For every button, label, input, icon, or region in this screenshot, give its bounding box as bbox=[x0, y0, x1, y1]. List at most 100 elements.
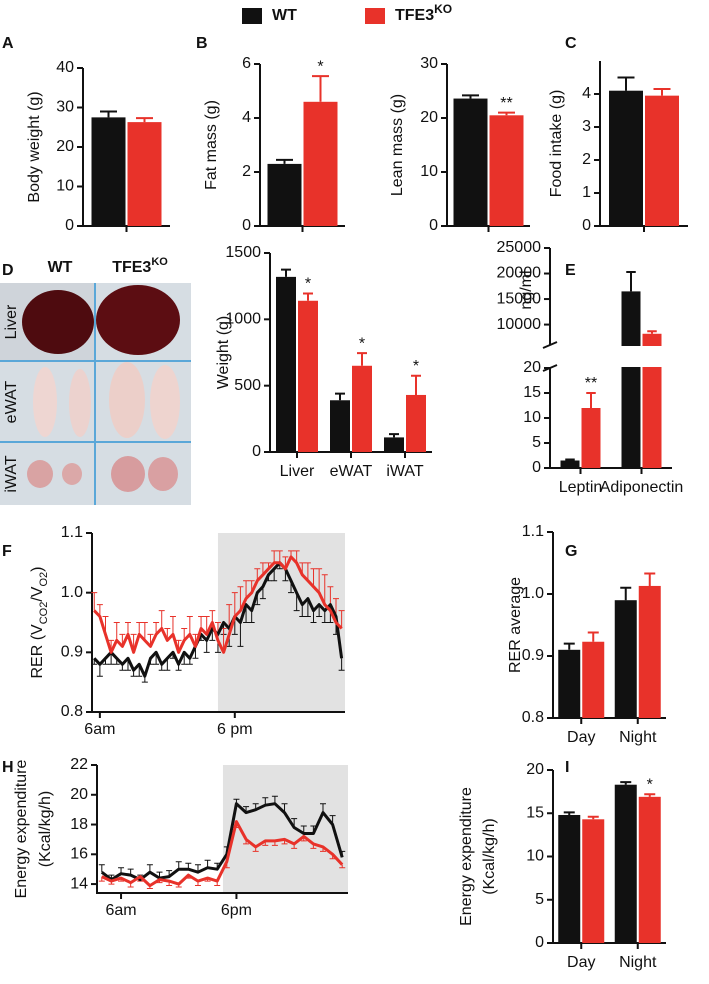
ewat-wt bbox=[33, 367, 57, 437]
error-bar bbox=[310, 610, 317, 623]
y-axis-label: Energy expenditure bbox=[13, 760, 30, 899]
error-bar bbox=[136, 117, 153, 123]
error-bar bbox=[271, 550, 278, 563]
y-tick-label: 0.8 bbox=[522, 709, 544, 726]
iwat-wt bbox=[27, 460, 53, 488]
y-tick-label: 0 bbox=[429, 217, 438, 234]
y-axis-label: Lean mass (g) bbox=[389, 94, 406, 196]
y-axis-label: Body weight (g) bbox=[26, 91, 43, 202]
legend-label: TFE3KO bbox=[395, 2, 452, 24]
y-tick-label: 1.0 bbox=[522, 585, 544, 602]
panel-letter: B bbox=[196, 35, 208, 52]
error-bar bbox=[586, 392, 596, 408]
y-tick-label: 15 bbox=[526, 804, 544, 821]
series-line bbox=[93, 555, 343, 654]
error-bar bbox=[620, 781, 632, 785]
significance-mark: * bbox=[647, 776, 653, 793]
ewat-ko bbox=[109, 362, 145, 438]
y-tick-label: 16 bbox=[70, 846, 88, 863]
error-bar bbox=[276, 158, 293, 164]
error-bar bbox=[248, 610, 255, 623]
y-axis-label: RER average bbox=[507, 577, 524, 673]
ewat-wt bbox=[69, 369, 91, 437]
error-bar bbox=[587, 815, 599, 820]
error-bar bbox=[338, 610, 345, 629]
error-bar bbox=[231, 592, 238, 617]
bar bbox=[127, 122, 162, 226]
photo-column-label: TFE3KO bbox=[112, 256, 168, 276]
error-bar bbox=[617, 76, 635, 91]
error-bar bbox=[321, 610, 328, 623]
y-tick-label: 1000 bbox=[225, 311, 261, 328]
error-bar bbox=[316, 568, 323, 593]
error-bar bbox=[357, 352, 367, 366]
legend-swatch bbox=[242, 8, 262, 24]
y-tick-label: 10 bbox=[56, 178, 74, 195]
bar bbox=[406, 394, 426, 452]
error-bar bbox=[338, 658, 345, 671]
y-tick-label: 20 bbox=[70, 786, 88, 803]
y-tick-label: 6 bbox=[242, 55, 251, 72]
y-tick-label: 10 bbox=[420, 163, 438, 180]
y-axis-label: ng/ml bbox=[518, 270, 535, 309]
x-tick-label: 6pm bbox=[221, 902, 252, 919]
photo-row-label: eWAT bbox=[3, 380, 20, 423]
iwat-ko bbox=[111, 456, 145, 492]
error-bar bbox=[113, 622, 120, 641]
error-bar bbox=[335, 392, 345, 401]
y-axis-label: Fat mass (g) bbox=[203, 100, 220, 190]
panel-letter: D bbox=[2, 262, 14, 279]
photo-column-name: WT bbox=[48, 259, 73, 276]
photo-row-label: iWAT bbox=[3, 455, 20, 493]
series-line bbox=[93, 561, 344, 678]
y-axis-label: RER (VCO2/VO2) bbox=[29, 567, 50, 679]
y-tick-label: 10 bbox=[523, 409, 541, 426]
ewat-ko bbox=[150, 365, 180, 439]
significance-mark: ** bbox=[500, 95, 512, 112]
bar bbox=[638, 585, 661, 718]
bar bbox=[638, 796, 661, 943]
panel-letter: H bbox=[2, 759, 14, 776]
bar bbox=[303, 101, 338, 226]
error-bar bbox=[136, 622, 143, 635]
error-bar bbox=[98, 864, 105, 873]
y-tick-label: 2 bbox=[582, 151, 591, 168]
y-tick-label: 20000 bbox=[497, 265, 542, 282]
significance-mark: * bbox=[305, 276, 311, 293]
error-bar bbox=[91, 592, 98, 611]
y-tick-label: 1 bbox=[582, 184, 591, 201]
panel-letter: G bbox=[565, 543, 577, 560]
significance-mark: ** bbox=[585, 375, 597, 392]
y-tick-label: 0.8 bbox=[61, 703, 83, 720]
panel-letter: I bbox=[565, 759, 569, 776]
y-tick-label: 15000 bbox=[497, 290, 542, 307]
bar bbox=[581, 408, 601, 468]
iwat-wt bbox=[62, 463, 82, 485]
y-tick-label: 0 bbox=[242, 217, 251, 234]
y-axis-label: (Kcal/kg/h) bbox=[37, 791, 54, 867]
significance-mark: * bbox=[317, 58, 323, 75]
error-bar bbox=[198, 616, 205, 629]
y-tick-label: 20 bbox=[526, 761, 544, 778]
y-tick-label: 1.1 bbox=[61, 524, 83, 541]
bar bbox=[621, 291, 641, 468]
y-tick-label: 0.9 bbox=[522, 647, 544, 664]
y-tick-label: 20 bbox=[523, 359, 541, 376]
y-axis-label-part: RER (V bbox=[29, 624, 46, 679]
significance-mark: * bbox=[413, 358, 419, 375]
y-tick-label: 1.1 bbox=[522, 523, 544, 540]
y-tick-label: 5 bbox=[535, 891, 544, 908]
photo-column-name: TFE3 bbox=[112, 259, 151, 276]
x-tick-label: 6am bbox=[105, 902, 136, 919]
y-tick-label: 5 bbox=[532, 434, 541, 451]
y-tick-label: 18 bbox=[70, 816, 88, 833]
x-tick-label: 6am bbox=[84, 721, 115, 738]
y-tick-label: 0 bbox=[532, 459, 541, 476]
y-tick-label: 15 bbox=[523, 384, 541, 401]
liver-wt bbox=[22, 290, 94, 354]
y-tick-label: 20 bbox=[56, 138, 74, 155]
y-tick-label: 40 bbox=[56, 59, 74, 76]
y-tick-label: 0.9 bbox=[61, 644, 83, 661]
error-bar bbox=[124, 622, 131, 635]
